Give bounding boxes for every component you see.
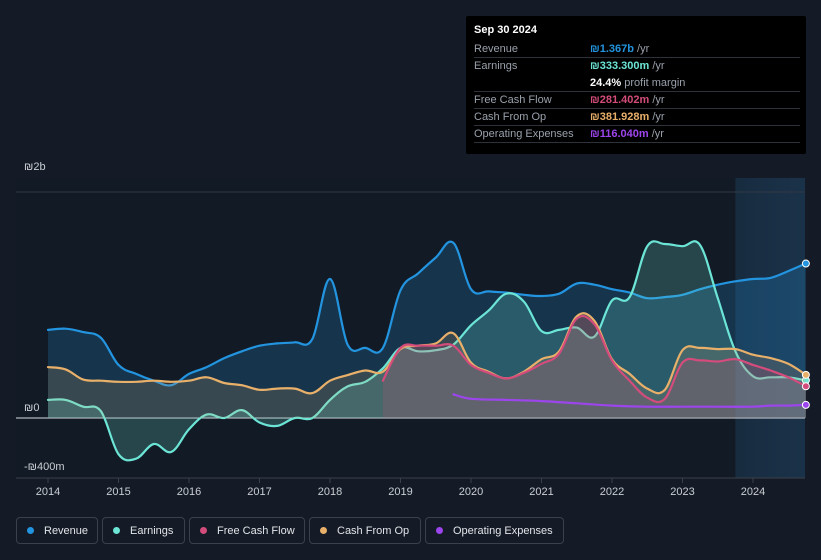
- legend-label: Cash From Op: [337, 524, 410, 537]
- x-tick-label: 2021: [529, 486, 553, 498]
- tooltip-divider: [474, 142, 800, 143]
- cash-from-op-end-marker: [801, 370, 810, 379]
- tooltip-row: Revenue ₪1.367b /yr: [474, 41, 800, 58]
- operating-expenses-series: [452, 393, 810, 409]
- legend-item-cash-from-op[interactable]: Cash From Op: [309, 517, 421, 544]
- free-cash-flow-series: [381, 314, 810, 418]
- plot-background: [16, 178, 805, 478]
- x-tick-label: 2019: [388, 486, 412, 498]
- x-tick-label: 2022: [600, 486, 624, 498]
- tooltip-date: Sep 30 2024: [474, 24, 537, 36]
- x-tick-label: 2016: [177, 486, 201, 498]
- y-label-zero: ₪0: [24, 402, 39, 414]
- x-tick-label: 2020: [459, 486, 483, 498]
- legend-item-free-cash-flow[interactable]: Free Cash Flow: [189, 517, 305, 544]
- cash-from-op-area: [48, 313, 806, 418]
- legend-dot-icon: [436, 527, 443, 534]
- x-tick-label: 2017: [247, 486, 271, 498]
- x-tick-label: 2023: [670, 486, 694, 498]
- tooltip-row-value: ₪281.402m /yr: [590, 94, 665, 106]
- tooltip-row-value: ₪1.367b /yr: [590, 43, 650, 55]
- tooltip-row-value: ₪381.928m /yr: [590, 111, 665, 123]
- y-label-top: ₪2b: [24, 161, 46, 173]
- operating-expenses-end-marker: [801, 400, 810, 409]
- legend-label: Earnings: [130, 524, 174, 537]
- legend-dot-icon: [200, 527, 207, 534]
- legend-item-revenue[interactable]: Revenue: [16, 517, 98, 544]
- tooltip-row-label: Cash From Op: [474, 111, 547, 123]
- tooltip-row: Free Cash Flow ₪281.402m /yr: [474, 92, 800, 109]
- legend-label: Free Cash Flow: [217, 524, 295, 537]
- x-tick-label: 2018: [318, 486, 342, 498]
- legend-item-earnings[interactable]: Earnings: [102, 517, 185, 544]
- tooltip-row: Earnings ₪333.300m /yr: [474, 58, 800, 75]
- free-cash-flow-end-marker: [801, 382, 810, 391]
- free-cash-flow-area: [382, 316, 806, 418]
- legend-item-operating-expenses[interactable]: Operating Expenses: [425, 517, 564, 544]
- tooltip-row-label: Earnings: [474, 60, 518, 72]
- tooltip-row: Operating Expenses ₪116.040m /yr: [474, 126, 800, 143]
- x-tick-label: 2015: [106, 486, 130, 498]
- revenue-series: [46, 240, 810, 418]
- legend-label: Revenue: [44, 524, 89, 537]
- legend-label: Operating Expenses: [453, 524, 553, 537]
- x-tick-label: 2024: [741, 486, 765, 498]
- tooltip-divider: [474, 125, 800, 126]
- tooltip-row-label: Operating Expenses: [474, 128, 574, 140]
- forecast-region: [735, 178, 805, 478]
- tooltip-row: Cash From Op ₪381.928m /yr: [474, 109, 800, 126]
- tooltip-divider: [474, 91, 800, 92]
- tooltip-divider: [474, 108, 800, 109]
- tooltip-divider: [474, 57, 800, 58]
- tooltip-row-label: Free Cash Flow: [474, 94, 552, 106]
- earnings-line: [46, 240, 807, 462]
- tooltip-row: 24.4% profit margin: [474, 75, 800, 92]
- legend-dot-icon: [27, 527, 34, 534]
- tooltip-panel: Sep 30 2024 Revenue ₪1.367b /yr Earnings ₪3…: [466, 16, 806, 154]
- tooltip-row-value: 24.4% profit margin: [590, 77, 686, 89]
- tooltip-row-value: ₪333.300m /yr: [590, 60, 665, 72]
- y-label-bottom: -₪400m: [24, 461, 65, 473]
- legend-dot-icon: [113, 527, 120, 534]
- revenue-end-marker: [801, 259, 810, 268]
- free-cash-flow-line: [381, 314, 807, 404]
- revenue-area: [48, 241, 806, 418]
- revenue-line: [46, 240, 807, 387]
- tooltip-row-label: Revenue: [474, 43, 519, 55]
- legend-dot-icon: [320, 527, 327, 534]
- tooltip-row-value: ₪116.040m /yr: [590, 128, 664, 140]
- x-tick-label: 2014: [36, 486, 60, 498]
- operating-expenses-line: [452, 393, 807, 408]
